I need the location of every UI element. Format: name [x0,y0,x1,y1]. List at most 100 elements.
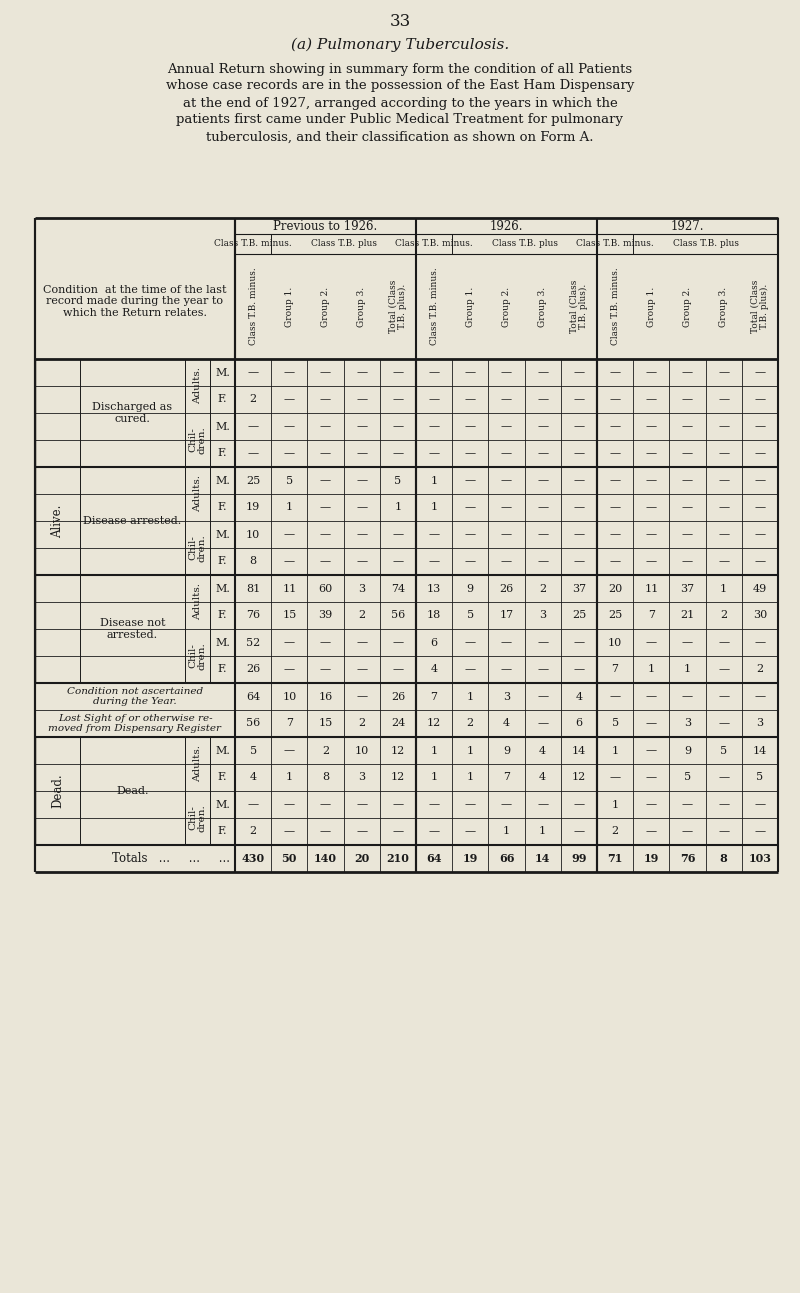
Text: —: — [646,772,657,782]
Text: 2: 2 [322,746,329,755]
Text: —: — [718,719,730,728]
Text: 2: 2 [250,826,257,837]
Text: —: — [465,394,476,405]
Text: —: — [718,449,730,459]
Text: —: — [356,449,367,459]
Text: —: — [682,449,693,459]
Text: Class T.B. plus: Class T.B. plus [673,239,738,248]
Text: 26: 26 [499,583,514,593]
Text: —: — [718,394,730,405]
Text: 12: 12 [427,719,442,728]
Text: 1: 1 [286,772,293,782]
Text: 11: 11 [644,583,658,593]
Text: —: — [465,422,476,432]
Text: 2: 2 [250,394,257,405]
Text: Totals   ...     ...     ...: Totals ... ... ... [112,852,230,865]
Text: Total (Class
T.B. plus).: Total (Class T.B. plus). [570,279,588,334]
Text: 1: 1 [720,583,727,593]
Text: —: — [284,422,295,432]
Text: —: — [682,476,693,485]
Text: —: — [646,637,657,648]
Text: 1: 1 [430,476,438,485]
Text: —: — [320,503,331,512]
Text: 10: 10 [246,530,260,539]
Text: 4: 4 [430,665,438,675]
Text: —: — [284,799,295,809]
Text: —: — [429,367,440,378]
Text: —: — [610,556,621,566]
Text: —: — [646,503,657,512]
Text: —: — [537,692,548,702]
Text: —: — [356,637,367,648]
Text: 7: 7 [286,719,293,728]
Text: 19: 19 [644,853,659,864]
Text: 81: 81 [246,583,260,593]
Text: 74: 74 [391,583,405,593]
Text: F.: F. [218,665,227,675]
Text: 99: 99 [571,853,586,864]
Text: —: — [284,530,295,539]
Text: 2: 2 [756,665,763,675]
Text: —: — [754,503,766,512]
Text: —: — [537,394,548,405]
Text: —: — [284,556,295,566]
Text: 39: 39 [318,610,333,621]
Text: 10: 10 [354,746,369,755]
Text: patients first came under Public Medical Treatment for pulmonary: patients first came under Public Medical… [177,114,623,127]
Text: 6: 6 [430,637,438,648]
Text: —: — [356,394,367,405]
Text: 7: 7 [648,610,654,621]
Text: 64: 64 [246,692,260,702]
Text: Group 2.: Group 2. [683,287,692,327]
Text: 9: 9 [503,746,510,755]
Text: —: — [356,799,367,809]
Text: —: — [574,799,585,809]
Text: —: — [682,637,693,648]
Text: 66: 66 [498,853,514,864]
Text: 19: 19 [462,853,478,864]
Text: 3: 3 [358,583,366,593]
Text: —: — [284,449,295,459]
Text: —: — [646,826,657,837]
Text: —: — [284,665,295,675]
Text: 4: 4 [539,746,546,755]
Text: —: — [537,367,548,378]
Text: Chil-
dren.: Chil- dren. [188,534,207,562]
Text: 1: 1 [466,772,474,782]
Text: 16: 16 [318,692,333,702]
Text: 19: 19 [246,503,260,512]
Text: —: — [501,449,512,459]
Text: F.: F. [218,556,227,566]
Text: —: — [646,799,657,809]
Text: Class T.B. plus: Class T.B. plus [310,239,377,248]
Text: —: — [754,394,766,405]
Text: 49: 49 [753,583,767,593]
Text: —: — [718,530,730,539]
Text: —: — [284,637,295,648]
Text: Chil-
dren.: Chil- dren. [188,427,207,454]
Text: —: — [501,665,512,675]
Text: 1: 1 [286,503,293,512]
Text: —: — [754,692,766,702]
Text: 9: 9 [684,746,691,755]
Text: —: — [718,503,730,512]
Text: 6: 6 [575,719,582,728]
Text: 210: 210 [386,853,410,864]
Text: 76: 76 [246,610,260,621]
Text: —: — [465,503,476,512]
Text: —: — [682,367,693,378]
Text: Class T.B. plus: Class T.B. plus [491,239,558,248]
Text: Group 3.: Group 3. [538,287,547,327]
Text: Lost Sight of or otherwise re-
moved from Dispensary Register: Lost Sight of or otherwise re- moved fro… [49,714,222,733]
Text: 12: 12 [390,746,405,755]
Text: 30: 30 [753,610,767,621]
Text: 21: 21 [680,610,694,621]
Text: —: — [247,449,258,459]
Text: 17: 17 [499,610,514,621]
Text: —: — [429,799,440,809]
Text: 140: 140 [314,853,337,864]
Text: —: — [718,799,730,809]
Text: —: — [574,422,585,432]
Text: —: — [247,367,258,378]
Text: —: — [754,367,766,378]
